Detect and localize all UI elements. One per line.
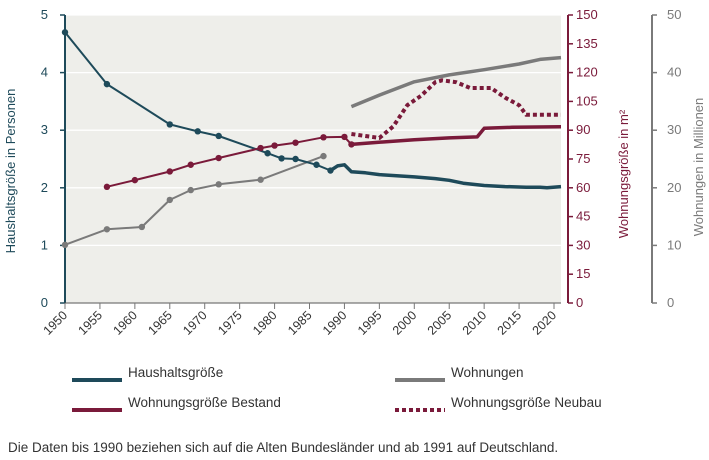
x-axis-tick-label: 1990	[320, 308, 350, 338]
data-point	[215, 154, 222, 162]
data-point	[166, 121, 173, 128]
x-axis-tick-label: 1960	[110, 308, 140, 338]
data-point	[278, 155, 285, 162]
right-axis-tick-label: 30	[667, 122, 681, 137]
right-axis-tick-label: 10	[667, 237, 681, 252]
data-point	[187, 161, 194, 168]
left-axis-tick-label: 0	[41, 295, 48, 310]
x-axis-tick-label: 2015	[495, 308, 525, 338]
legend-item: Wohnungsgröße Neubau	[395, 395, 602, 412]
middle-axis-tick-label: 30	[576, 237, 590, 252]
series-group	[61, 29, 562, 249]
data-point	[166, 168, 173, 175]
data-point	[313, 161, 320, 168]
left-axis-tick-label: 4	[41, 65, 48, 80]
left-axis-tick-label: 1	[41, 237, 48, 252]
data-point	[271, 142, 278, 149]
x-axis-tick-label: 1965	[145, 308, 175, 338]
legend-label: Wohnungsgröße Bestand	[128, 395, 281, 410]
data-point	[320, 134, 327, 141]
data-point	[187, 186, 194, 194]
middle-axis-tick-label: 60	[576, 180, 590, 195]
series-line	[350, 55, 562, 109]
legend: Haushaltsgröße Wohnungen Wohnungsgröße Bes…	[72, 365, 602, 412]
series-line	[64, 155, 324, 246]
x-axis-tick-label: 1950	[41, 308, 71, 338]
middle-axis-tick-label: 105	[576, 93, 598, 108]
x-axis-tick-label: 2010	[460, 308, 490, 338]
series-wohnungsgroesse-bestand	[103, 124, 562, 191]
right-axis-tick-label: 0	[667, 295, 674, 310]
series-wohnungsgroesse-neubau	[351, 78, 561, 140]
legend-label: Wohnungsgröße Neubau	[451, 395, 602, 410]
data-point	[61, 241, 69, 249]
right-axis-tick-label: 20	[667, 180, 681, 195]
data-point	[215, 181, 222, 188]
data-point	[166, 196, 173, 204]
x-axis-tick-label: 1980	[250, 308, 280, 338]
series-haushaltsgroesse	[61, 29, 562, 190]
data-point	[264, 150, 271, 157]
middle-axis-title: Wohnungsgröße in m²	[616, 109, 631, 238]
series-line	[351, 124, 562, 147]
middle-axis-tick-label: 90	[576, 122, 590, 137]
data-point	[103, 80, 111, 88]
data-point	[215, 132, 222, 140]
left-axis-title: Haushaltsgröße in Personen	[3, 89, 18, 254]
middle-axis-tick-label: 120	[576, 65, 598, 80]
data-point	[194, 128, 201, 135]
x-axis-tick-label: 2020	[530, 308, 560, 338]
data-point	[103, 183, 111, 191]
right-axis-title: Wohnungen in Millionen	[691, 98, 706, 237]
x-axis-tick-label: 1975	[215, 308, 245, 338]
x-axis-tick-label: 1955	[75, 308, 105, 338]
data-point	[292, 139, 299, 146]
footnote: Die Daten bis 1990 beziehen sich auf die…	[8, 440, 559, 455]
left-axis-tick-label: 5	[41, 7, 48, 22]
legend-label: Wohnungen	[451, 365, 524, 380]
series-wohnungen	[61, 55, 562, 249]
middle-axis-tick-label: 0	[576, 295, 583, 310]
data-point	[61, 29, 69, 36]
middle-axis-tick-label: 135	[576, 36, 598, 51]
data-point	[131, 176, 139, 184]
data-point	[292, 155, 299, 163]
data-point	[341, 133, 348, 141]
x-axis-tick-label: 1970	[180, 308, 210, 338]
right-axis-tick-label: 40	[667, 65, 681, 80]
legend-item: Wohnungsgröße Bestand	[72, 395, 281, 412]
x-axis-tick-label: 1985	[285, 308, 315, 338]
series-line	[329, 163, 562, 190]
data-point	[257, 176, 264, 183]
left-axis-tick-label: 3	[41, 122, 48, 137]
x-axis-tick-label: 2000	[390, 308, 420, 338]
data-point	[257, 144, 264, 152]
middle-axis-tick-label: 45	[576, 209, 590, 224]
series-line	[351, 78, 561, 140]
data-point	[138, 223, 146, 231]
middle-axis-tick-label: 150	[576, 7, 598, 22]
middle-axis-tick-label: 15	[576, 266, 590, 281]
x-axis-tick-label: 2005	[425, 308, 455, 338]
left-axis-tick-label: 2	[41, 180, 48, 195]
series-line	[64, 31, 331, 172]
legend-label: Haushaltsgröße	[128, 365, 223, 380]
data-point	[103, 226, 111, 233]
legend-item: Haushaltsgröße	[72, 365, 223, 382]
legend-item: Wohnungen	[395, 365, 524, 382]
right-axis-tick-label: 50	[667, 7, 681, 22]
x-axis-tick-label: 1995	[355, 308, 385, 338]
middle-axis-tick-label: 75	[576, 151, 590, 166]
data-point	[320, 152, 327, 160]
